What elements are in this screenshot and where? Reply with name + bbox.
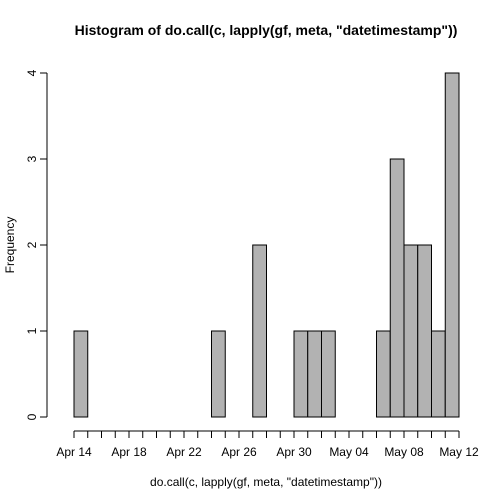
y-axis-label: Frequency (3, 217, 17, 274)
x-axis-label: do.call(c, lapply(gf, meta, "datetimesta… (150, 475, 382, 489)
x-tick-label: Apr 22 (166, 445, 202, 459)
x-tick-label: Apr 26 (221, 445, 257, 459)
histogram-bar (293, 330, 309, 418)
x-tick-label: May 08 (384, 445, 424, 459)
x-tick-label: May 04 (329, 445, 369, 459)
histogram-bar (444, 72, 460, 418)
y-tick-label: 4 (25, 69, 39, 76)
histogram-bar (389, 158, 405, 418)
chart-title: Histogram of do.call(c, lapply(gf, meta,… (75, 22, 458, 38)
histogram-bar (431, 330, 446, 418)
y-tick-label: 1 (25, 327, 39, 334)
histogram-bar (403, 244, 419, 418)
histogram-bar (252, 244, 267, 418)
histogram-bar (211, 330, 226, 418)
y-axis: 0 1 2 3 4 (25, 69, 48, 420)
histogram-bar (73, 330, 89, 418)
x-tick-label: Apr 14 (56, 445, 92, 459)
x-tick-label: May 12 (439, 445, 479, 459)
y-tick-label: 0 (25, 413, 39, 420)
x-axis: Apr 14 Apr 18 Apr 22 Apr 26 Apr 30 May 04 May … (56, 430, 479, 459)
x-tick-label: Apr 30 (276, 445, 312, 459)
histogram-bar (376, 330, 391, 418)
histogram-bars (73, 72, 460, 418)
histogram-bar (321, 330, 336, 418)
histogram-bar (307, 330, 322, 418)
histogram-bar (417, 244, 432, 418)
x-tick-label: Apr 18 (111, 445, 147, 459)
y-tick-label: 3 (25, 155, 39, 162)
y-tick-label: 2 (25, 241, 39, 248)
